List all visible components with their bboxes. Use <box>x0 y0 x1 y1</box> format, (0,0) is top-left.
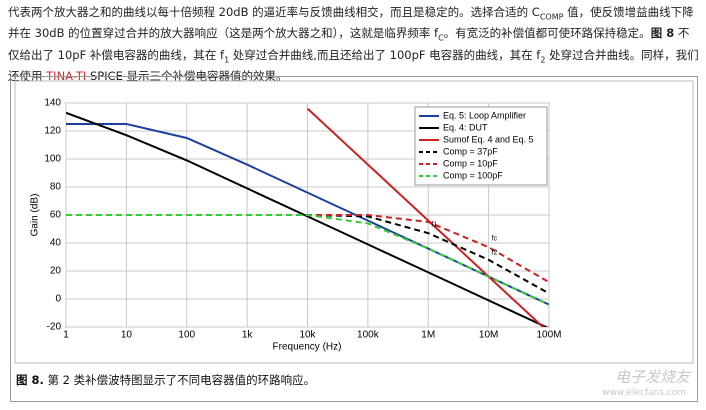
text-run: 第 2 类补偿波特图显示了不同电容器值的环路响应。 <box>43 373 316 387</box>
legend-label: Eq. 5: Loop Amplifier <box>443 110 526 120</box>
text-run: 值，使反馈增益曲线下降并在 30dB 的位置穿过合并的放大器响应（这是两个放大器… <box>8 5 694 41</box>
x-tick-label: 100k <box>357 330 380 341</box>
legend-label: Sumof Eq. 4 and Eq. 5 <box>443 134 534 144</box>
legend-label: Comp = 100pF <box>443 170 503 180</box>
y-tick-label: 20 <box>50 266 62 277</box>
caption: 图 8. 第 2 类补偿波特图显示了不同电容器值的环路响应。 <box>16 372 315 388</box>
x-tick-label: 1M <box>421 330 435 341</box>
text-run: 处穿过合并曲线。同样，我们还使用 <box>8 47 699 83</box>
text-run: 处穿过合并曲线,而且还给出了 100pF 电容器的曲线，其在 f <box>229 47 541 62</box>
y-tick-label: 0 <box>55 294 61 305</box>
watermark: 电子发烧友 <box>614 368 690 386</box>
paragraph: 代表两个放大器之和的曲线以每十倍频程 20dB 的逼近率与反馈曲线相交，而且是稳… <box>8 4 700 84</box>
y-tick-label: 40 <box>50 238 62 249</box>
text-run: TINA-TI <box>46 68 87 83</box>
x-tick-label: 100 <box>178 330 195 341</box>
series-group <box>66 107 549 327</box>
figure: Frequency (Hz) Gain (dB) -20 0 20 40 60 80 100… <box>10 76 698 402</box>
series-line <box>66 111 549 327</box>
y-tick-label: 100 <box>44 154 61 165</box>
x-tick-label: 1 <box>63 330 69 341</box>
y-axis-label: Gain (dB) <box>30 194 41 237</box>
annotation: fc <box>492 236 498 243</box>
x-tick-label: 10 <box>121 330 133 341</box>
annotation: f1 <box>431 222 437 229</box>
x-tick-label: 10k <box>299 330 316 341</box>
y-tick-label: 140 <box>44 98 61 109</box>
text-run: 不仅给出了 10pF 补偿电容器的曲线，其在 f <box>8 26 690 62</box>
chart: Frequency (Hz) Gain (dB) -20 0 20 40 60 80 100… <box>14 80 694 364</box>
series-line <box>306 107 545 327</box>
text-run: SPICE 显示三个补偿电容器值的效果。 <box>86 68 288 83</box>
y-tick-label: 80 <box>50 182 62 193</box>
y-tick-label: 120 <box>44 126 61 137</box>
x-tick-label: 100M <box>536 330 561 341</box>
x-tick-label: 10M <box>479 330 498 341</box>
y-tick-label: 60 <box>50 210 62 221</box>
x-tick-label: 1k <box>242 330 254 341</box>
legend-box <box>414 106 548 186</box>
watermark-url: www.elecfans.com <box>602 388 686 398</box>
text-run: 。有宽泛的补偿值都可使环路保持稳定。 <box>443 26 651 41</box>
text-run: 图 8. <box>16 373 44 387</box>
legend-label: Comp = 10pF <box>443 158 498 168</box>
legend-label: Comp = 37pF <box>443 146 498 156</box>
annotation: f2 <box>492 250 498 257</box>
text-run: C <box>438 33 444 43</box>
text-run: 图 8 <box>650 26 675 41</box>
legend-label: Eq. 4: DUT <box>443 122 488 132</box>
text-run: 代表两个放大器之和的曲线以每十倍频程 20dB 的逼近率与反馈曲线相交，而且是稳… <box>8 5 540 19</box>
series-line <box>66 214 549 306</box>
x-axis-label: Frequency (Hz) <box>273 342 342 353</box>
y-tick-label: -20 <box>47 322 62 333</box>
text-run: COMP <box>539 12 564 22</box>
text-run: 1 <box>224 54 230 64</box>
text-run: 2 <box>540 54 546 64</box>
